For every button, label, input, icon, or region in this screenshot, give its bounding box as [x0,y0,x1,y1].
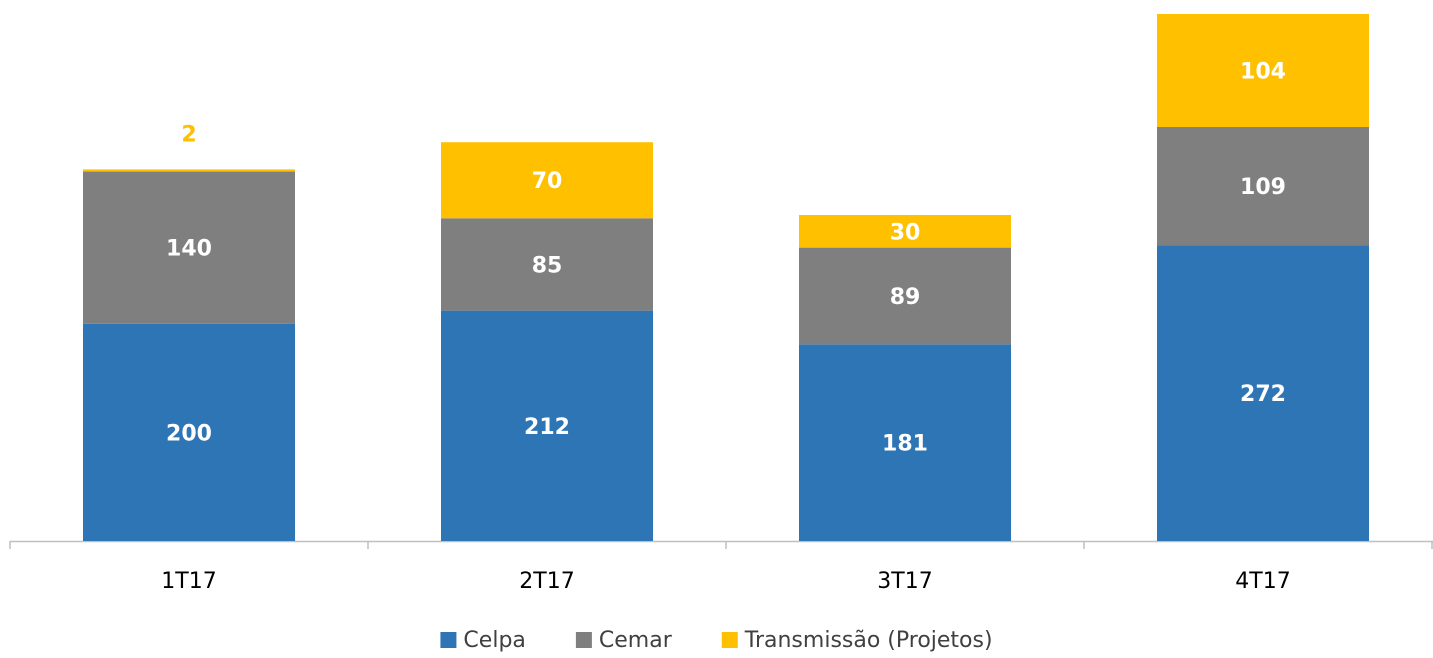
bar-segment [1157,245,1369,541]
legend-label: Cemar [599,628,673,653]
data-label: 2 [181,122,196,147]
legend-swatch [575,632,592,648]
x-tick-label: 3T17 [877,569,932,594]
x-tick-label: 1T17 [161,569,216,594]
data-label: 109 [1240,175,1286,200]
x-tick-label: 4T17 [1235,569,1290,594]
x-tick-label: 2T17 [519,569,574,594]
legend-label: Transmissão (Projetos) [744,628,993,653]
bar-segment [1157,127,1369,246]
data-label: 181 [882,432,928,457]
data-label: 85 [532,253,563,278]
bar-segment [83,323,295,541]
data-label: 70 [532,169,563,194]
legend-swatch [440,632,457,648]
data-label: 104 [1240,60,1286,85]
legend-label: Celpa [463,628,525,653]
bar-segment [441,218,653,311]
bar-segment [441,310,653,541]
bar-segment [799,344,1011,541]
data-label: 200 [166,421,212,446]
bar-segment [83,169,295,172]
bar-segment [83,171,295,324]
bar-segment [799,247,1011,345]
bar-segment [1157,14,1369,128]
bar-segment [441,142,653,219]
data-label: 272 [1240,382,1286,407]
legend-swatch [721,632,738,648]
legend: Celpa Cemar Transmissão (Projetos) [440,628,993,653]
bar-segment [799,215,1011,248]
data-label: 212 [524,415,570,440]
data-label: 30 [890,220,921,245]
data-label: 89 [890,285,921,310]
data-label: 140 [166,237,212,262]
